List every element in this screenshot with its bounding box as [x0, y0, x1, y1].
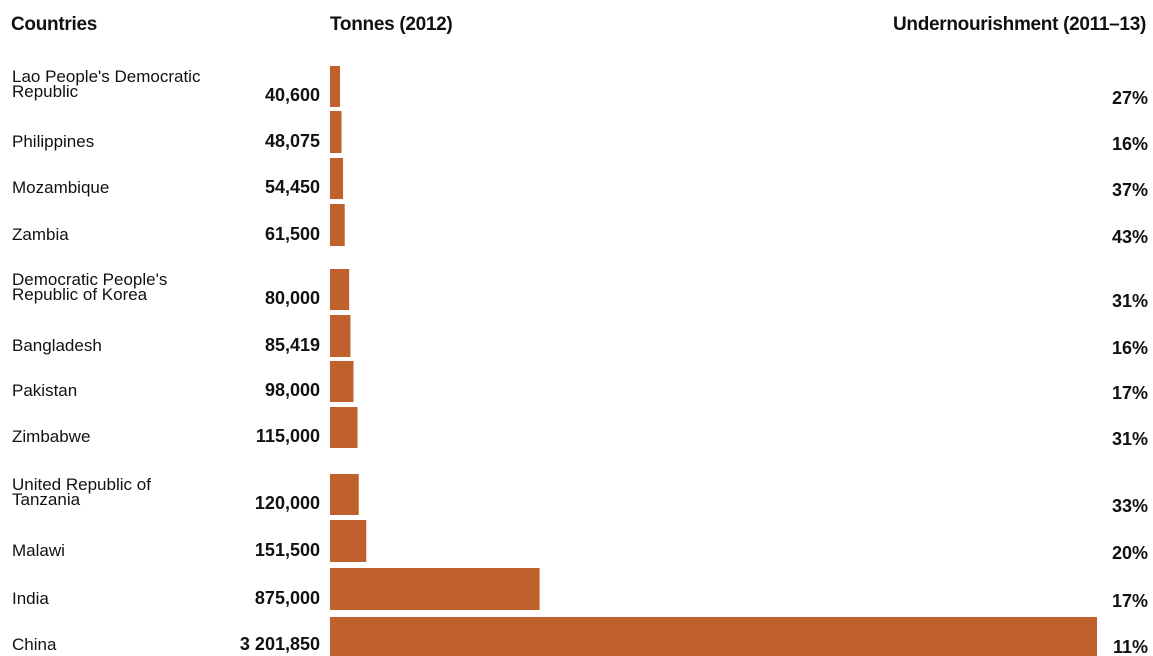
country-label: Republic of Korea — [12, 285, 148, 304]
undernourishment-value-label: 17% — [1112, 383, 1148, 403]
country-label: United Republic of — [12, 475, 151, 494]
tonnes-value-label: 48,075 — [265, 131, 320, 151]
undernourishment-value-label: 27% — [1112, 88, 1148, 108]
tonnes-value-label: 61,500 — [265, 224, 320, 244]
country-label: Malawi — [12, 541, 65, 560]
chart-row — [330, 617, 1097, 656]
tonnes-value-label: 98,000 — [265, 380, 320, 400]
chart-row — [330, 158, 344, 199]
chart-row — [330, 407, 358, 448]
tonnes-bar — [330, 204, 345, 246]
chart-row — [330, 474, 359, 515]
undernourishment-value-label: 31% — [1112, 291, 1148, 311]
country-label: Bangladesh — [12, 336, 102, 355]
undernourishment-value-label: 11% — [1113, 637, 1148, 656]
tonnes-bar — [330, 158, 344, 199]
undernourishment-column-header: Undernourishment (2011–13) — [892, 14, 1146, 35]
undernourishment-value-label: 17% — [1112, 591, 1148, 611]
undernourishment-value-label: 16% — [1112, 134, 1148, 154]
tonnes-value-label: 40,600 — [265, 85, 320, 105]
undernourishment-value-label: 16% — [1112, 338, 1148, 358]
chart-row — [330, 315, 351, 357]
tonnes-value-label: 85,419 — [265, 335, 320, 355]
tonnes-value-label: 115,000 — [256, 426, 320, 446]
tonnes-value-label: 54,450 — [265, 177, 320, 197]
country-label: Lao People's Democratic — [12, 67, 201, 86]
country-label: India — [12, 589, 49, 608]
country-label: Zimbabwe — [12, 427, 90, 446]
country-label: Democratic People's — [12, 270, 167, 289]
chart-row — [330, 568, 540, 610]
tonnes-value-label: 875,000 — [255, 588, 320, 608]
undernourishment-value-label: 33% — [1112, 496, 1148, 516]
chart-row — [330, 520, 367, 562]
tonnes-column-header: Tonnes (2012) — [330, 14, 453, 35]
undernourishment-value-label: 43% — [1112, 227, 1148, 247]
tonnes-value-label: 3 201,850 — [240, 634, 320, 654]
chart-row — [330, 361, 354, 402]
chart-row — [330, 204, 345, 246]
tonnes-bar — [330, 407, 358, 448]
undernourishment-value-label: 37% — [1112, 180, 1148, 200]
country-label: Mozambique — [12, 178, 109, 197]
chart-row — [330, 111, 342, 153]
undernourishment-value-label: 31% — [1112, 429, 1148, 449]
tonnes-bar — [330, 315, 351, 357]
chart-row — [330, 66, 340, 107]
country-label: Philippines — [12, 132, 94, 151]
tonnes-bar — [330, 66, 340, 107]
tonnes-bar — [330, 111, 342, 153]
tonnes-bar — [330, 568, 540, 610]
undernourishment-value-label: 20% — [1112, 543, 1148, 563]
tonnes-bar — [330, 617, 1097, 656]
tonnes-bar — [330, 474, 359, 515]
tonnes-bar — [330, 520, 367, 562]
chart-row — [330, 269, 350, 310]
country-label: China — [12, 635, 57, 654]
tonnes-value-label: 80,000 — [265, 288, 320, 308]
countries-column-header: Countries — [11, 14, 97, 35]
tonnes-bar — [330, 361, 354, 402]
country-label: Zambia — [12, 225, 69, 244]
tonnes-value-label: 120,000 — [255, 493, 320, 513]
tonnes-bar — [330, 269, 350, 310]
country-label: Republic — [12, 82, 79, 101]
country-label: Tanzania — [12, 490, 81, 509]
tonnes-value-label: 151,500 — [255, 540, 320, 560]
country-label: Pakistan — [12, 381, 77, 400]
